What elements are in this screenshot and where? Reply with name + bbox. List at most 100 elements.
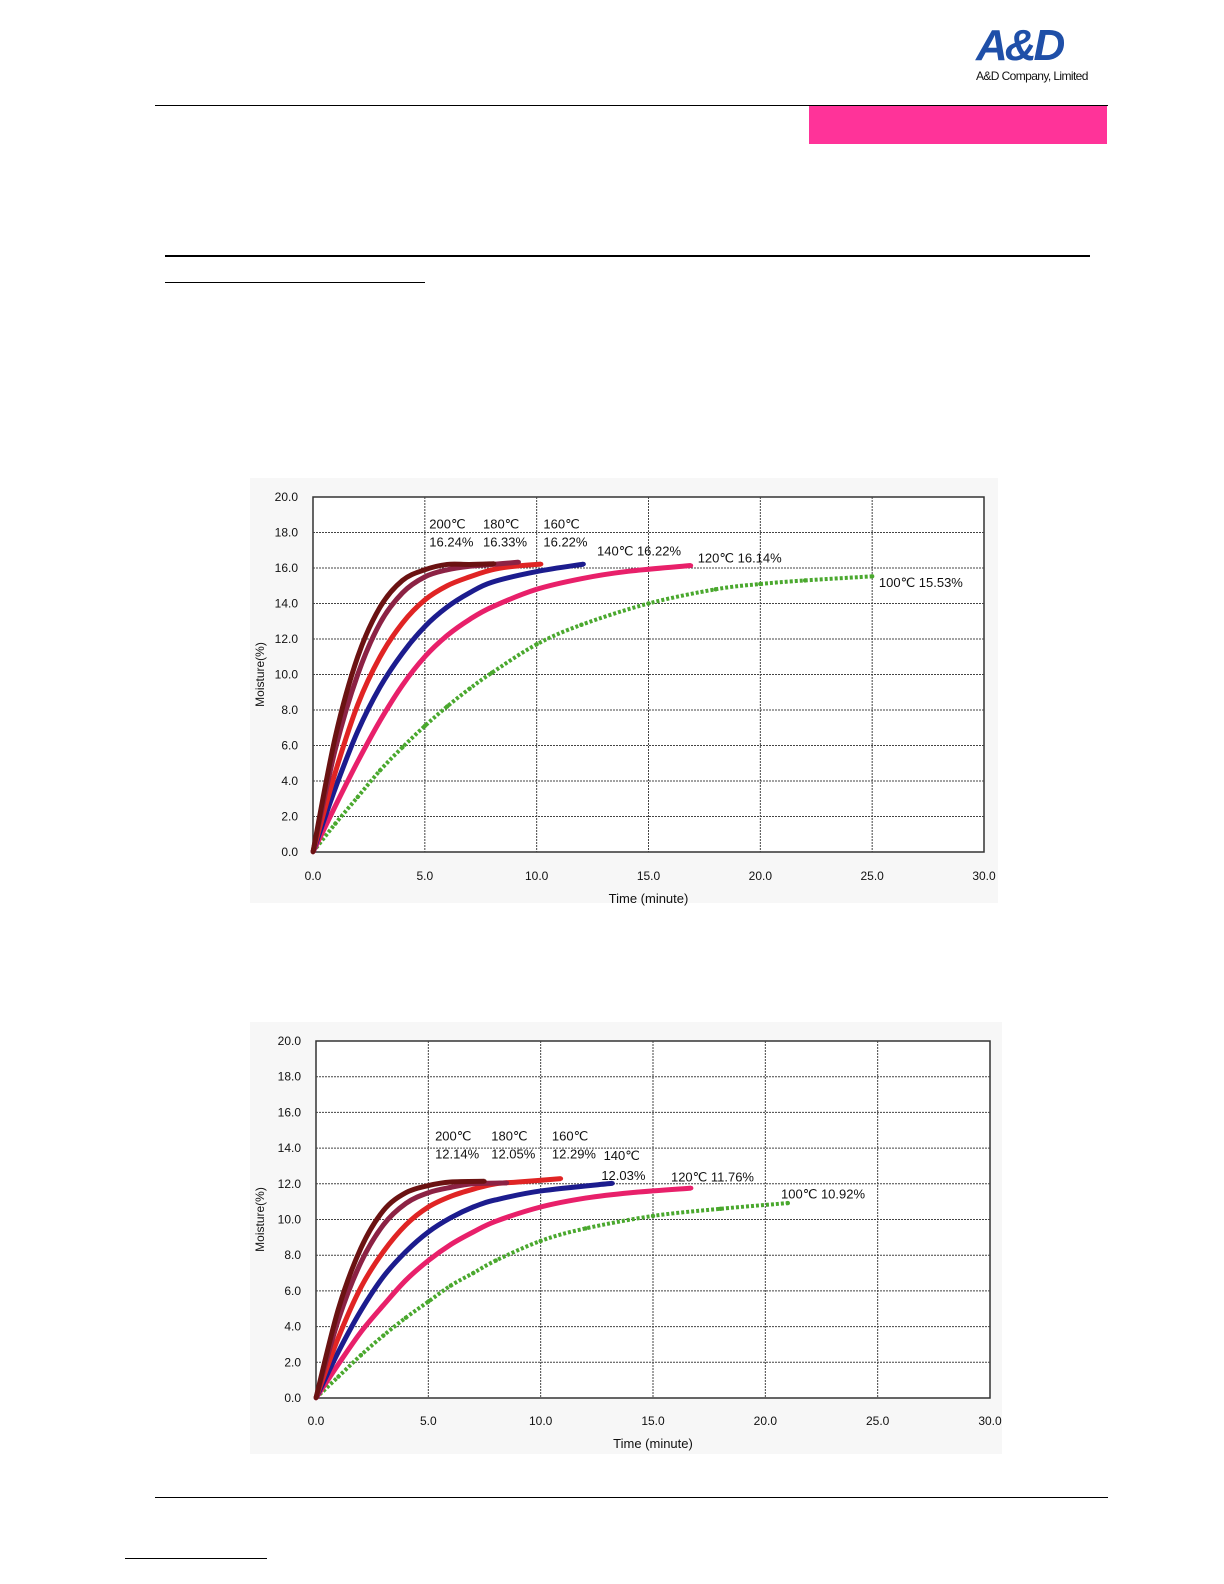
data-point	[448, 1283, 453, 1288]
data-point	[377, 718, 383, 723]
data-point	[538, 1238, 543, 1244]
data-point	[426, 1299, 431, 1304]
footer-rule	[155, 1497, 1108, 1498]
y-tick-label: 2.0	[284, 1355, 301, 1369]
data-point	[381, 1274, 386, 1279]
x-tick-label: 15.0	[637, 869, 661, 883]
x-tick-label: 30.0	[972, 869, 996, 883]
annotation-label: 200℃	[435, 1129, 471, 1144]
data-point	[489, 604, 495, 610]
data-point	[538, 1204, 543, 1210]
chart-1: 0.0 2.0 4.0 6.0 8.0 10.0 12.0 14.0 16.0 18.0 20.0 0…	[253, 490, 996, 906]
y-tick-label: 0.0	[281, 845, 298, 859]
data-point	[467, 574, 472, 580]
data-point	[403, 1249, 409, 1254]
data-point	[579, 622, 584, 627]
data-point	[333, 734, 338, 739]
data-point	[400, 745, 405, 750]
data-point	[358, 1329, 364, 1335]
y-tick-label: 12.0	[278, 1177, 302, 1191]
data-point	[381, 1222, 386, 1228]
data-point	[650, 1213, 656, 1219]
data-point	[422, 597, 428, 603]
data-point	[869, 574, 875, 579]
data-point	[358, 1245, 364, 1251]
data-point	[445, 604, 450, 610]
data-point	[403, 1190, 409, 1195]
data-point	[400, 682, 405, 688]
series-line-100c	[311, 574, 873, 854]
data-point	[355, 794, 360, 800]
data-point	[355, 672, 360, 677]
data-point	[583, 1226, 588, 1231]
data-point	[422, 723, 428, 729]
y-axis-label: Moisture(%)	[253, 1187, 267, 1252]
annotation-label: 100℃ 10.92%	[781, 1187, 865, 1202]
annotation-label: 180℃	[491, 1129, 527, 1144]
data-point	[493, 1258, 498, 1263]
data-point	[785, 1200, 790, 1206]
data-point	[333, 785, 338, 791]
chart-2: 0.0 2.0 4.0 6.0 8.0 10.0 12.0 14.0 16.0 18.0 20.0 0…	[253, 1034, 1002, 1451]
data-point	[377, 654, 383, 659]
data-point	[688, 563, 694, 568]
data-point	[445, 567, 450, 572]
data-point	[333, 821, 338, 826]
data-point	[448, 1185, 453, 1190]
data-point	[336, 1306, 341, 1311]
annotation-label: 100℃ 15.53%	[879, 575, 963, 590]
data-point	[381, 1302, 386, 1308]
data-point	[713, 587, 718, 592]
data-point	[534, 587, 539, 592]
x-tick-label: 0.0	[305, 869, 322, 883]
data-point	[377, 604, 383, 610]
logo-subtitle: A&D Company, Limited	[976, 69, 1088, 83]
data-point	[491, 561, 497, 566]
y-tick-label: 4.0	[284, 1320, 301, 1334]
data-point	[358, 1308, 364, 1313]
data-point	[448, 1215, 453, 1220]
footer-link-underline	[125, 1558, 267, 1559]
data-point	[467, 686, 472, 691]
title-rule	[165, 255, 1090, 257]
data-point	[534, 569, 539, 574]
data-point	[400, 620, 405, 626]
y-tick-label: 2.0	[281, 810, 298, 824]
x-tick-label: 5.0	[420, 1414, 437, 1428]
data-point	[445, 633, 450, 638]
x-tick-label: 30.0	[978, 1414, 1002, 1428]
data-point	[426, 1190, 431, 1195]
data-point	[802, 578, 808, 583]
data-point	[688, 1185, 694, 1191]
data-point	[336, 1335, 341, 1340]
data-point	[581, 561, 586, 567]
x-axis-label: Time (minute)	[609, 891, 689, 906]
data-point	[489, 567, 495, 572]
data-point	[583, 1195, 588, 1201]
y-tick-label: 0.0	[284, 1391, 301, 1405]
data-point	[400, 651, 405, 656]
y-tick-label: 20.0	[278, 1034, 302, 1048]
data-point	[333, 803, 338, 809]
data-point	[579, 576, 584, 581]
data-point	[400, 578, 405, 583]
data-point	[355, 654, 360, 659]
annotation-label: 16.22%	[543, 534, 588, 549]
logo-mark: A&D	[976, 21, 1065, 70]
x-tick-label: 20.0	[749, 869, 773, 883]
y-tick-label: 14.0	[275, 597, 299, 611]
x-tick-label: 25.0	[866, 1414, 890, 1428]
data-point	[445, 704, 450, 709]
company-logo: A&D A&D Company, Limited	[968, 24, 1113, 86]
data-point	[377, 768, 383, 773]
data-point	[448, 1179, 453, 1185]
data-point	[758, 581, 763, 587]
data-point	[445, 562, 450, 567]
y-tick-label: 18.0	[275, 526, 299, 540]
data-point	[718, 1206, 723, 1211]
x-tick-label: 10.0	[529, 1414, 553, 1428]
data-point	[623, 569, 629, 574]
data-point	[355, 729, 360, 734]
data-point	[471, 1229, 476, 1235]
y-tick-label: 16.0	[275, 561, 299, 575]
